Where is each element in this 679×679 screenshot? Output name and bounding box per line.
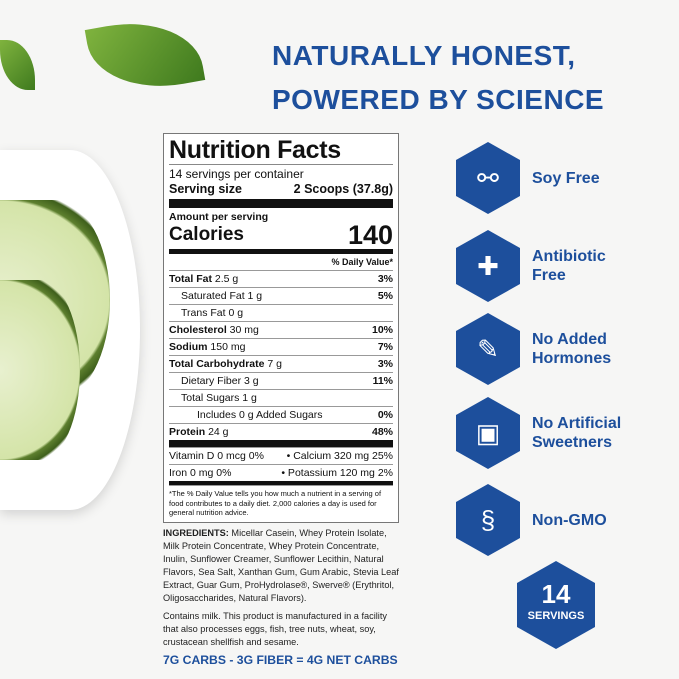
feature-no-added: ✎ No Added Hormones: [456, 313, 611, 385]
nutrient-row: Dietary Fiber 3 g 11%: [169, 372, 393, 389]
nutrient-row: Cholesterol 30 mg 10%: [169, 321, 393, 338]
servings-badge: 14 SERVINGS: [517, 561, 595, 649]
nutrient-row: Protein 24 g 48%: [169, 423, 393, 440]
feature-no-artificial: ▣ No Artificial Sweetners: [456, 397, 621, 469]
allergen-statement: Contains milk. This product is manufactu…: [163, 610, 387, 647]
no-syringe-icon: ✎: [456, 313, 520, 385]
nutrient-row: Total Sugars 1 g: [169, 389, 393, 406]
no-sweetener-icon: ▣: [456, 397, 520, 469]
label-title: Nutrition Facts: [169, 136, 393, 165]
footnote: *The % Daily Value tells you how much a …: [169, 485, 393, 520]
feature-antibiotic: ✚ Antibiotic Free: [456, 230, 606, 302]
nutrient-row: Saturated Fat 1 g 5%: [169, 287, 393, 304]
nutrient-row: Includes 0 g Added Sugars 0%: [169, 406, 393, 423]
nutrient-row: Trans Fat 0 g: [169, 304, 393, 321]
nutrition-facts-label: Nutrition Facts 14 servings per containe…: [163, 133, 399, 523]
no-dna-icon: §: [456, 484, 520, 556]
no-antibiotic-icon: ✚: [456, 230, 520, 302]
headline: NATURALLY HONEST, POWERED BY SCIENCE: [272, 40, 605, 115]
nutrient-row: Total Carbohydrate 7 g 3%: [169, 355, 393, 372]
label-column: Nutrition Facts 14 servings per containe…: [163, 133, 403, 667]
feature-non-gmo: § Non-GMO: [456, 484, 607, 556]
no-soy-icon: ⚯: [456, 142, 520, 214]
basil-leaf: [0, 40, 35, 90]
net-carbs: 7G CARBS - 3G FIBER = 4G NET CARBS: [163, 652, 398, 667]
nutrient-row: Total Fat 2.5 g 3%: [169, 270, 393, 287]
feature-soy-free: ⚯ Soy Free: [456, 142, 600, 214]
basil-leaf: [84, 10, 206, 100]
cucumber-slice: [0, 280, 80, 460]
nutrient-row: Sodium 150 mg 7%: [169, 338, 393, 355]
ingredients: INGREDIENTS: Micellar Casein, Whey Prote…: [163, 527, 403, 649]
